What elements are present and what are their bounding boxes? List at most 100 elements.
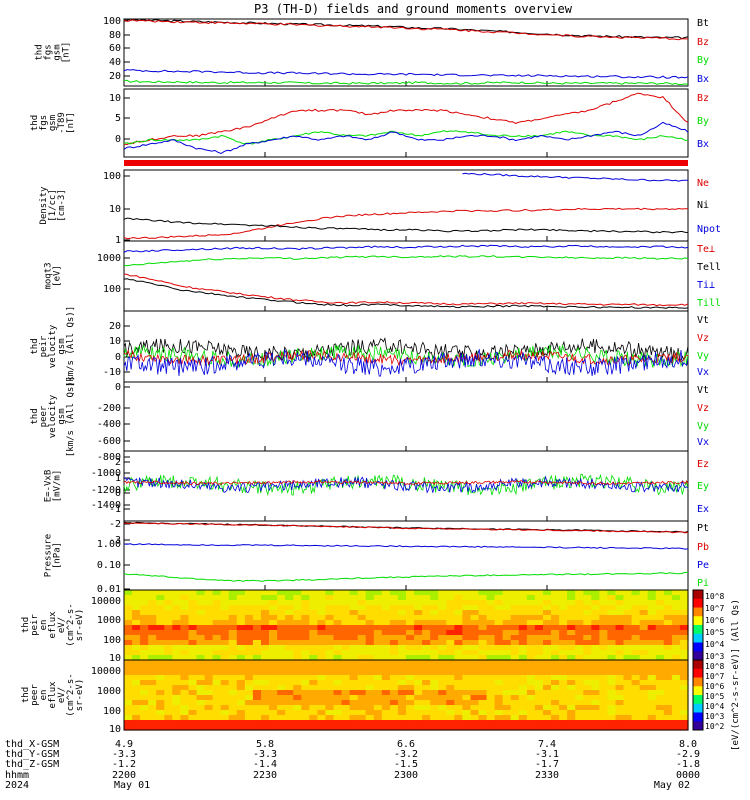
xaxis-row-label: thd_Z-GSM <box>5 759 59 770</box>
spectrogram-cell <box>478 650 488 656</box>
spectrogram-cell <box>132 630 141 636</box>
spectrogram-cell <box>124 620 133 626</box>
spectrogram-cell <box>373 605 383 611</box>
spectrogram-cell <box>140 655 149 661</box>
ylabel-line: thd <box>30 408 40 424</box>
spectrogram-cell <box>623 650 633 656</box>
spectrogram-cell <box>470 700 480 706</box>
spectrogram-cell <box>132 625 141 631</box>
spectrogram-cell <box>671 675 681 681</box>
spectrogram-cell <box>526 600 536 606</box>
spectrogram-cell <box>309 660 318 666</box>
spectrogram-cell <box>381 590 391 596</box>
spectrogram-cell <box>494 660 504 666</box>
spectrogram-cell <box>180 710 190 716</box>
spectrogram-cell <box>551 600 560 606</box>
spectrogram-cell <box>301 720 310 726</box>
spectrogram-cell <box>164 620 173 626</box>
spectrogram-cell <box>140 690 149 696</box>
spectrogram-cell <box>148 695 157 701</box>
spectrogram-cell <box>575 635 584 641</box>
spectrogram-cell <box>244 605 254 611</box>
spectrogram-cell <box>414 675 423 681</box>
spectrogram-cell <box>679 705 689 711</box>
ytick-label: 100 <box>103 706 121 717</box>
spectrogram-cell <box>261 680 270 686</box>
spectrogram-cell <box>244 635 254 641</box>
spectrogram-cell <box>567 645 576 651</box>
spectrogram-cell <box>357 700 367 706</box>
spectrogram-cell <box>285 595 294 601</box>
spectrogram-cell <box>140 700 149 706</box>
spectrogram-cell <box>534 590 544 596</box>
spectrogram-cell <box>615 690 625 696</box>
spectrogram-cell <box>349 660 359 666</box>
spectrogram-cell <box>543 645 552 651</box>
spectrogram-cell <box>261 670 270 676</box>
spectrogram-cell <box>124 590 133 596</box>
spectrogram-cell <box>188 695 198 701</box>
spectrogram-cell <box>220 670 230 676</box>
spectrogram-cell <box>486 715 496 721</box>
spectrogram-cell <box>397 705 407 711</box>
spectrogram-cell <box>671 720 681 726</box>
spectrogram-cell <box>615 620 625 626</box>
spectrogram-cell <box>679 600 689 606</box>
spectrogram-cell <box>510 650 520 656</box>
spectrogram-cell <box>140 595 149 601</box>
spectrogram-cell <box>269 630 278 636</box>
spectrogram-cell <box>655 660 665 666</box>
spectrogram-cell <box>148 595 157 601</box>
ylabel-line: thd <box>21 687 31 703</box>
spectrogram-cell <box>462 715 472 721</box>
spectrogram-cell <box>293 720 302 726</box>
spectrogram-cell <box>502 725 512 731</box>
spectrogram-cell <box>156 640 165 646</box>
spectrogram-cell <box>414 645 423 651</box>
spectrogram-cell <box>236 615 246 621</box>
colorbar-segment <box>693 633 703 643</box>
spectrogram-cell <box>341 705 351 711</box>
spectrogram-cell <box>349 640 359 646</box>
spectrogram-cell <box>156 665 165 671</box>
spectrogram-cell <box>567 680 576 686</box>
spectrogram-cell <box>591 615 600 621</box>
spectrogram-cell <box>196 695 206 701</box>
spectrogram-cell <box>663 595 673 601</box>
spectrogram-cell <box>663 600 673 606</box>
spectrogram-cell <box>261 590 270 596</box>
spectrogram-cell <box>478 625 488 631</box>
spectrogram-cell <box>252 650 262 656</box>
spectrogram-cell <box>261 690 270 696</box>
spectrogram-cell <box>623 615 633 621</box>
spectrogram-cell <box>140 650 149 656</box>
spectrogram-cell <box>252 625 262 631</box>
spectrogram-cell <box>148 685 157 691</box>
ylabel-line: eflux <box>48 681 58 709</box>
ylabel-line: moqt3 <box>44 262 54 289</box>
spectrogram-cell <box>607 625 617 631</box>
spectrogram-cell <box>559 685 568 691</box>
spectrogram-cell <box>269 680 278 686</box>
spectrogram-cell <box>365 665 375 671</box>
spectrogram-cell <box>430 645 439 651</box>
spectrogram-cell <box>156 650 165 656</box>
spectrogram-cell <box>414 610 423 616</box>
spectrogram-cell <box>623 645 633 651</box>
legend-Bz: Bz <box>697 37 709 48</box>
spectrogram-cell <box>172 645 181 651</box>
spectrogram-cell <box>333 615 343 621</box>
legend-Ti⊥: Ti⊥ <box>697 280 715 291</box>
spectrogram-cell <box>293 725 302 731</box>
spectrogram-cell <box>341 675 351 681</box>
spectrogram-cell <box>228 700 238 706</box>
spectrogram-cell <box>365 645 375 651</box>
spectrogram-cell <box>301 625 310 631</box>
xaxis-tick-value: 2230 <box>253 770 277 781</box>
spectrogram-cell <box>438 655 447 661</box>
spectrogram-cell <box>655 635 665 641</box>
spectrogram-cell <box>422 630 431 636</box>
spectrogram-cell <box>639 665 649 671</box>
spectrogram-cell <box>285 625 294 631</box>
spectrogram-cell <box>454 725 463 731</box>
